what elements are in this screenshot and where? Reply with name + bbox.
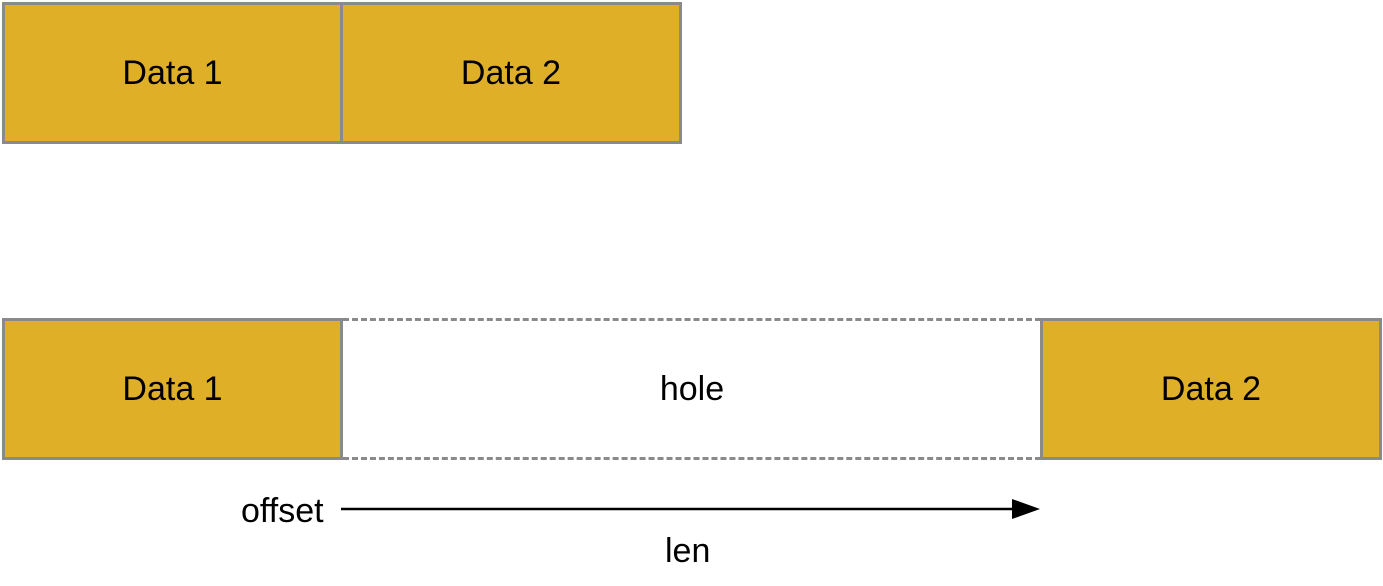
bottom-data-1-label: Data 1 — [122, 369, 223, 408]
top-data-2-label: Data 2 — [460, 53, 562, 92]
bottom-data-2-block: Data 2 — [1040, 318, 1382, 460]
hole-label: hole — [659, 369, 725, 408]
top-data-1-block: Data 1 — [2, 2, 343, 144]
bottom-data-1-block: Data 1 — [2, 318, 343, 460]
len-arrow-head — [1012, 499, 1040, 519]
hole-region: hole — [343, 318, 1041, 460]
top-data-2-block: Data 2 — [340, 2, 682, 144]
top-data-1-label: Data 1 — [122, 53, 223, 92]
offset-label: offset — [241, 492, 324, 530]
bottom-data-2-label: Data 2 — [1160, 369, 1262, 408]
len-label: len — [665, 532, 711, 570]
